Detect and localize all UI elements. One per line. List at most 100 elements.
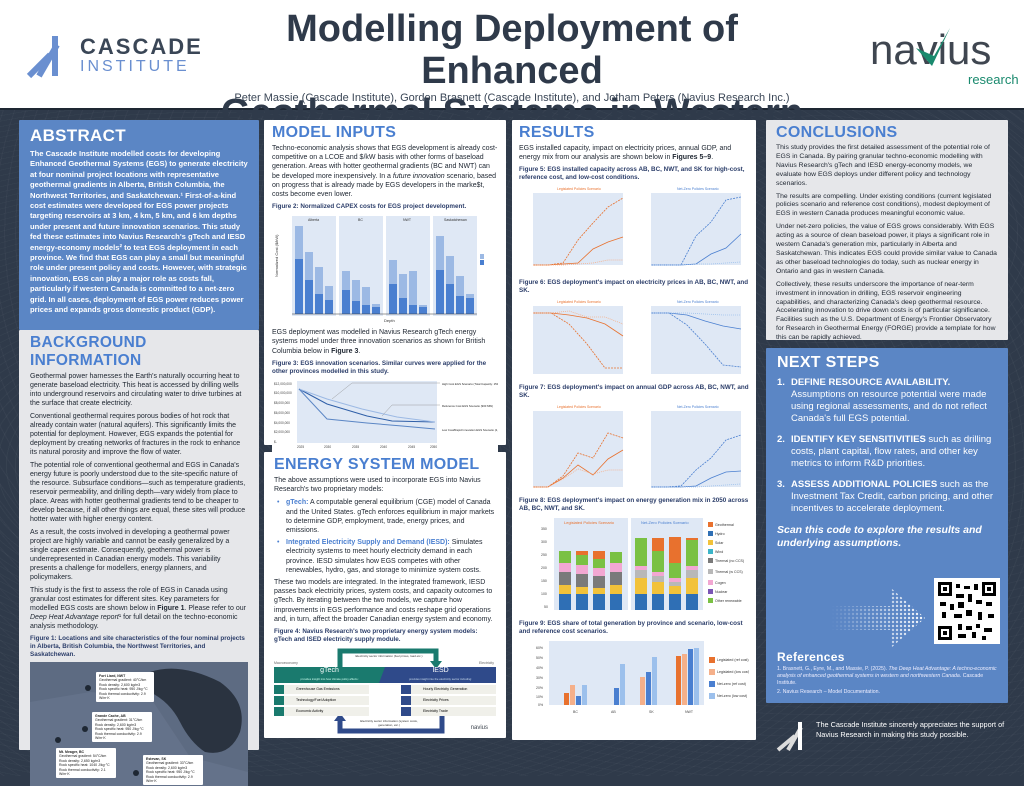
bullet-gtech: gTech: A computable general equilibrium … bbox=[277, 498, 496, 535]
svg-text:2050: 2050 bbox=[430, 445, 437, 449]
svg-text:40%: 40% bbox=[536, 666, 543, 670]
svg-text:$2,000,000: $2,000,000 bbox=[274, 430, 290, 434]
conclusions-heading: CONCLUSIONS bbox=[776, 124, 898, 141]
poster-header: CASCADE INSTITUTE Modelling Deployment o… bbox=[0, 0, 1024, 176]
svg-text:Normalized Cost ($/kW): Normalized Cost ($/kW) bbox=[274, 234, 279, 277]
svg-text:0%: 0% bbox=[538, 703, 543, 707]
svg-text:2045: 2045 bbox=[408, 445, 415, 449]
svg-text:10%: 10% bbox=[536, 695, 543, 699]
site-card-nwt: Fort Liard, NWT Geothermal gradient: 40°C… bbox=[96, 672, 154, 703]
qr-code[interactable] bbox=[934, 578, 1000, 644]
figure-7-caption: Figure 7: EGS deployment's impact on ann… bbox=[519, 384, 749, 400]
svg-text:AB: AB bbox=[611, 710, 616, 714]
reference-item: 2. Navius Research – Model Documentation… bbox=[777, 689, 880, 695]
figure-5-capacity-charts: Legislated Policies Scenario Net-Zero Po… bbox=[519, 185, 749, 275]
svg-text:SK: SK bbox=[649, 710, 654, 714]
svg-text:Net-Zero Policies Scenario: Net-Zero Policies Scenario bbox=[677, 187, 719, 191]
next-step-item: 1. DEFINE RESOURCE AVAILABILITY. Assumpti… bbox=[777, 377, 987, 424]
svg-text:Legislated Policies Scenario: Legislated Policies Scenario bbox=[564, 520, 615, 525]
svg-text:Thermal (w CCS): Thermal (w CCS) bbox=[715, 570, 743, 574]
figure-8-generation-mix-chart: Legislated Policies Scenario Net-Zero Po… bbox=[519, 516, 749, 616]
figure-9-egs-share-chart: 60% 50% 40% 30% 20% 10% 0% BC AB SK NWT Legis… bbox=[519, 639, 750, 717]
svg-text:2025: 2025 bbox=[297, 445, 304, 449]
results-heading: RESULTS bbox=[519, 124, 595, 141]
svg-text:2030: 2030 bbox=[324, 445, 331, 449]
svg-text:Wind: Wind bbox=[715, 550, 723, 554]
svg-text:Low Cost/Rapid Innovation EGS: Low Cost/Rapid Innovation EGS Scenario (… bbox=[442, 428, 498, 432]
figure-9-caption: Figure 9: EGS share of total generation … bbox=[519, 620, 743, 636]
cascade-mark-white-icon bbox=[774, 722, 810, 752]
scan-prompt: Scan this code to explore the results an… bbox=[777, 524, 982, 549]
svg-text:50: 50 bbox=[544, 605, 548, 609]
svg-text:BC: BC bbox=[358, 218, 363, 222]
svg-text:Legislated Policies Scenario: Legislated Policies Scenario bbox=[557, 405, 601, 409]
svg-text:High Cost EGS Scenario (Total: High Cost EGS Scenario (Total Capacity: … bbox=[442, 382, 498, 386]
svg-text:20%: 20% bbox=[536, 686, 543, 690]
svg-text:NWT: NWT bbox=[685, 710, 694, 714]
svg-text:30%: 30% bbox=[536, 676, 543, 680]
references-heading: References bbox=[777, 650, 845, 664]
navius-check-icon bbox=[916, 28, 950, 66]
figure-3-caption: Figure 3: EGS innovation scenarios. Simi… bbox=[272, 359, 487, 375]
reference-item: 1. Brasnett, G., Eyre, M., and Massie, P… bbox=[777, 666, 997, 686]
qr-code-icon bbox=[938, 582, 996, 640]
svg-text:200: 200 bbox=[541, 566, 547, 570]
site-marker-sk bbox=[133, 770, 139, 776]
svg-text:$10,000,000: $10,000,000 bbox=[274, 391, 292, 395]
figure-4-model-diagram: Macroeconomy Electricity Electricity sec… bbox=[274, 647, 496, 739]
svg-text:Legislated Policies Scenario: Legislated Policies Scenario bbox=[557, 300, 601, 304]
svg-text:2040: 2040 bbox=[380, 445, 387, 449]
model-inputs-panel: MODEL INPUTS Techno-economic analysis sh… bbox=[264, 120, 509, 455]
fig5-legislated-chart: Legislated Policies Scenario bbox=[533, 187, 624, 266]
svg-text:BC: BC bbox=[573, 710, 578, 714]
svg-text:Alberta: Alberta bbox=[308, 218, 319, 222]
svg-text:Net-Zero Policies Scenario: Net-Zero Policies Scenario bbox=[677, 300, 719, 304]
svg-text:Solar: Solar bbox=[715, 541, 724, 545]
iesd-item: Electricity Prices bbox=[401, 696, 496, 706]
svg-text:Net-zero (low cost): Net-zero (low cost) bbox=[717, 694, 747, 698]
iesd-item: Hourly Electricity Generation bbox=[401, 685, 496, 695]
site-marker-bc bbox=[55, 737, 61, 743]
energy-model-heading: ENERGY SYSTEM MODEL bbox=[274, 456, 480, 473]
svg-text:Legislated (low cost): Legislated (low cost) bbox=[717, 670, 749, 674]
next-step-item: 3. ASSESS ADDITIONAL POLICIES such as the… bbox=[777, 479, 994, 514]
svg-text:Cogen: Cogen bbox=[715, 581, 726, 585]
next-step-item: 2. IDENTIFY KEY SENSITIVITIES such as dri… bbox=[777, 434, 992, 469]
figure-5-caption: Figure 5: EGS installed capacity across … bbox=[519, 166, 745, 182]
site-card-ab: Grande Cache, AB Geothermal gradient: 31°… bbox=[92, 712, 152, 743]
figure-1-caption: Figure 1: Locations and site characteris… bbox=[30, 635, 245, 658]
svg-text:$4,000,000: $4,000,000 bbox=[274, 421, 290, 425]
navius-research-logo: navius research bbox=[870, 26, 1019, 88]
site-marker-nwt bbox=[85, 685, 91, 691]
svg-text:Saskatchewan: Saskatchewan bbox=[444, 218, 467, 222]
svg-text:Hydro: Hydro bbox=[715, 532, 725, 536]
navius-small-logo: navius bbox=[470, 725, 488, 732]
svg-text:$12,000,000: $12,000,000 bbox=[274, 382, 292, 386]
svg-text:$-: $- bbox=[274, 440, 277, 444]
authors-line: Peter Massie (Cascade Institute), Gordon… bbox=[234, 92, 790, 104]
svg-text:Legislated (ref cost): Legislated (ref cost) bbox=[717, 658, 749, 662]
figure-2-capex-chart: Normalized Cost ($/kW) Depth Alberta BC … bbox=[272, 214, 498, 325]
next-steps-heading: NEXT STEPS bbox=[777, 354, 880, 371]
svg-text:Net-Zero Policies Scenario: Net-Zero Policies Scenario bbox=[677, 405, 719, 409]
svg-text:150: 150 bbox=[541, 579, 547, 583]
svg-text:Geothermal: Geothermal bbox=[715, 523, 734, 527]
gtech-item: Greenhouse Gas Emissions bbox=[274, 685, 369, 695]
svg-text:2035: 2035 bbox=[352, 445, 359, 449]
site-marker-ab bbox=[82, 726, 88, 732]
svg-text:$6,000,000: $6,000,000 bbox=[274, 411, 290, 415]
figure-8-caption: Figure 8: EGS deployment's impact on ene… bbox=[519, 497, 749, 513]
site-map: Fort Liard, NWT Geothermal gradient: 40°C… bbox=[30, 662, 248, 786]
figure-2-caption: Figure 2: Normalized CAPEX costs for EGS… bbox=[272, 203, 467, 211]
svg-text:50%: 50% bbox=[536, 656, 543, 660]
svg-text:300: 300 bbox=[541, 540, 547, 544]
svg-text:Net-zero (ref cost): Net-zero (ref cost) bbox=[717, 682, 746, 686]
model-inputs-heading: MODEL INPUTS bbox=[272, 124, 397, 141]
iesd-item: Electricity Trade bbox=[401, 707, 496, 717]
abstract-panel: ABSTRACT The Cascade Institute modelled … bbox=[19, 120, 259, 330]
gtech-item: Economic Activity bbox=[274, 707, 369, 717]
svg-text:100: 100 bbox=[541, 592, 547, 596]
svg-text:60%: 60% bbox=[536, 646, 543, 650]
svg-text:Depth: Depth bbox=[384, 318, 395, 323]
site-card-bc: Mt. Meager, BC Geothermal gradient: 54°C/… bbox=[56, 748, 116, 779]
